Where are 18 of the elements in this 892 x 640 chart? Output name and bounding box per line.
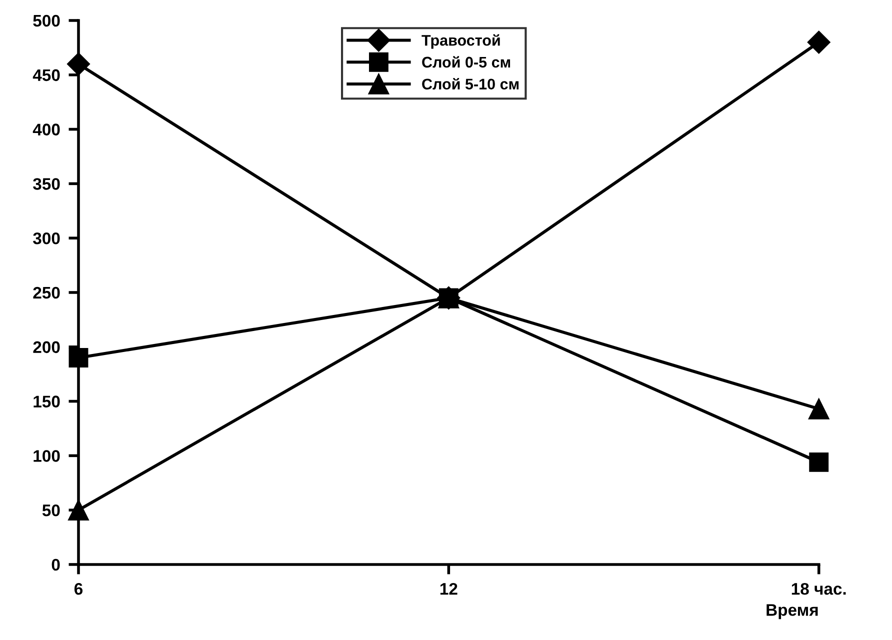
y-tick-label: 250 <box>33 286 60 299</box>
x-tick-label: 18 час. <box>792 582 846 595</box>
legend-label: Травостой <box>422 34 500 49</box>
y-tick-label: 50 <box>42 504 60 516</box>
y-tick-label: 100 <box>34 450 60 462</box>
x-axis-title: Время <box>766 604 818 620</box>
y-tick-label: 150 <box>34 396 60 408</box>
x-tick-label: 6 <box>74 582 83 595</box>
y-tick-label: 0 <box>52 558 60 571</box>
legend-label: Слой 5-10 см <box>422 78 519 90</box>
y-tick-label: 350 <box>33 178 60 190</box>
y-tick-label: 450 <box>32 69 60 82</box>
y-tick-label: 200 <box>33 341 60 354</box>
legend-label: Слой 0-5 см <box>422 56 510 68</box>
y-tick-label: 300 <box>33 232 60 244</box>
y-tick-label: 400 <box>32 124 60 136</box>
x-tick-label: 12 <box>440 582 458 595</box>
y-tick-label: 500 <box>33 14 60 27</box>
